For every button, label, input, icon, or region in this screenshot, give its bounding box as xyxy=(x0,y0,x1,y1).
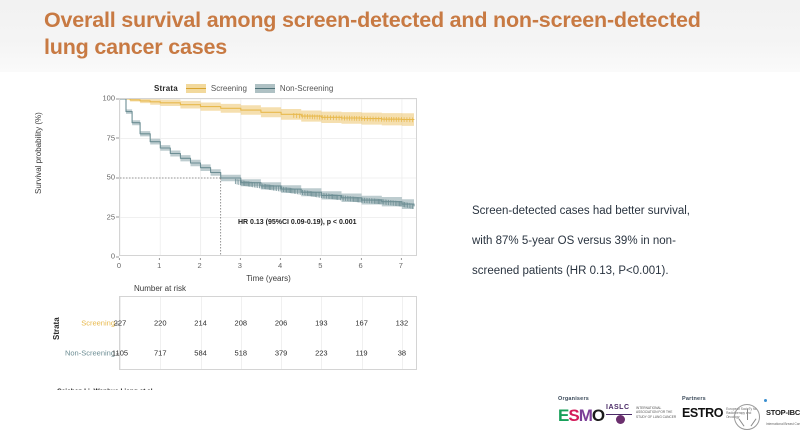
plot-panel: HR 0.13 (95%CI 0.09-0.19), p < 0.001 xyxy=(119,98,417,256)
x-tick-1: 1 xyxy=(157,257,162,270)
estro-wordmark: ESTRO xyxy=(682,406,724,420)
footer-logo-bar: Organisers ESMO IASLC INTERNATIONAL ASSO… xyxy=(0,390,800,441)
survival-figure: Strata Screening Non-Screening xyxy=(34,76,436,388)
esmo-letter-s: S xyxy=(568,406,579,425)
risk-cell: 132 xyxy=(395,318,409,328)
summary-line-1: Screen-detected cases had better surviva… xyxy=(472,205,690,217)
partners-zone: Partners ESTRO European SocieTy for Radi… xyxy=(682,390,800,441)
esmo-letter-o: O xyxy=(591,406,605,425)
x-axis-title: Time (years) xyxy=(246,274,291,283)
summary-line-2: with 87% 5-year OS versus 39% in non- xyxy=(472,235,676,247)
risk-cell: 518 xyxy=(234,348,248,358)
organisers-caption: Organisers xyxy=(558,396,590,402)
risk-table-title: Number at risk xyxy=(134,284,187,293)
risk-cell: 167 xyxy=(355,318,368,328)
legend-title: Strata xyxy=(154,83,178,93)
y-tick-100: 100 xyxy=(102,93,118,103)
legend-label-screening: Screening xyxy=(210,83,247,93)
stop-wordmark: STOP-IBCSG xyxy=(766,408,800,417)
risk-gridline xyxy=(160,297,162,369)
x-tick-4: 4 xyxy=(277,257,283,270)
legend-key-non-screening-icon xyxy=(254,83,275,93)
x-tick-2: 2 xyxy=(197,257,202,270)
y-tick-75: 75 xyxy=(106,133,120,142)
x-tick-3: 3 xyxy=(237,257,242,270)
hr-annotation: HR 0.13 (95%CI 0.09-0.19), p < 0.001 xyxy=(238,219,357,226)
risk-cell: 214 xyxy=(194,318,207,328)
stop-dot-icon xyxy=(764,399,767,402)
stop-ibcsg-logo: STOP-IBCSG International Breast Cancer S… xyxy=(764,399,800,426)
risk-cell: 193 xyxy=(315,318,328,328)
legend-label-non-screening: Non-Screening xyxy=(279,83,334,93)
iaslc-wordmark: IASLC xyxy=(606,404,630,411)
risk-row-label-screening: Screening xyxy=(81,318,119,328)
risk-gridline xyxy=(361,297,363,369)
iaslc-emblem-icon xyxy=(616,415,625,424)
summary-line-3: screened patients (HR 0.13, P<0.001). xyxy=(472,265,669,277)
slide-body: Strata Screening Non-Screening xyxy=(0,72,800,390)
partner-arc-logo-icon xyxy=(734,404,760,430)
legend-key-screening-icon xyxy=(185,83,206,93)
plot-area: HR 0.13 (95%CI 0.09-0.19), p < 0.001 0 25… xyxy=(102,94,417,270)
title-band: Overall survival among screen-detected a… xyxy=(0,0,800,72)
esmo-letter-e: E xyxy=(558,406,569,425)
y-tick-25: 25 xyxy=(106,212,120,221)
risk-cell: 379 xyxy=(274,348,288,358)
risk-cell: 206 xyxy=(274,318,288,328)
risk-cell: 223 xyxy=(315,348,328,358)
x-tick-6: 6 xyxy=(358,257,363,270)
km-curve-svg xyxy=(120,99,416,255)
esmo-letter-m: M xyxy=(578,406,593,425)
risk-cell: 119 xyxy=(355,348,368,358)
risk-cell: 584 xyxy=(194,348,207,358)
y-axis-title: Survival probability (%) xyxy=(34,112,43,194)
summary-text: Screen-detected cases had better surviva… xyxy=(472,196,782,286)
risk-gridline xyxy=(120,297,121,369)
iaslc-rule xyxy=(606,414,632,415)
risk-row-label-non-screening: Non-Screening xyxy=(64,348,119,358)
chart-legend: Strata Screening Non-Screening xyxy=(154,80,424,96)
partners-caption: Partners xyxy=(682,396,706,402)
risk-cell: 227 xyxy=(113,318,127,328)
risk-gridline xyxy=(321,297,323,369)
risk-cell: 220 xyxy=(154,318,167,328)
risk-gridline xyxy=(200,297,202,369)
page-title: Overall survival among screen-detected a… xyxy=(44,8,701,59)
x-tick-0: 0 xyxy=(116,257,122,270)
iaslc-logo: IASLC INTERNATIONAL ASSOCIATION FOR THE … xyxy=(606,404,682,428)
esmo-logo: ESMO xyxy=(558,406,605,425)
risk-cell: 717 xyxy=(154,348,167,358)
risk-table-panel: Screening 227 220 214 208 206 193 167 132 Non-Scr… xyxy=(65,296,417,370)
iaslc-subtitle: INTERNATIONAL ASSOCIATION FOR THE STUDY … xyxy=(636,406,677,419)
risk-cell: 208 xyxy=(234,318,248,328)
organisers-zone: Organisers ESMO IASLC INTERNATIONAL ASSO… xyxy=(558,390,678,441)
y-tick-50: 50 xyxy=(106,172,120,182)
legend-item-non-screening: Non-Screening xyxy=(254,83,334,93)
x-tick-5: 5 xyxy=(318,257,323,270)
risk-cell: 1105 xyxy=(111,348,129,358)
legend-item-screening: Screening xyxy=(185,83,247,93)
risk-table-block: Number at risk Strata Screening 227 220 214… xyxy=(46,284,436,382)
y-tick-0: 0 xyxy=(110,251,119,261)
risk-cell: 38 xyxy=(397,348,407,358)
risk-strata-axis-label: Strata xyxy=(52,317,61,340)
risk-gridline xyxy=(240,297,242,369)
stop-subtitle: International Breast Cancer Study Group xyxy=(766,421,800,426)
risk-gridline xyxy=(281,297,283,369)
risk-gridline xyxy=(401,297,403,369)
x-tick-7: 7 xyxy=(398,257,403,270)
